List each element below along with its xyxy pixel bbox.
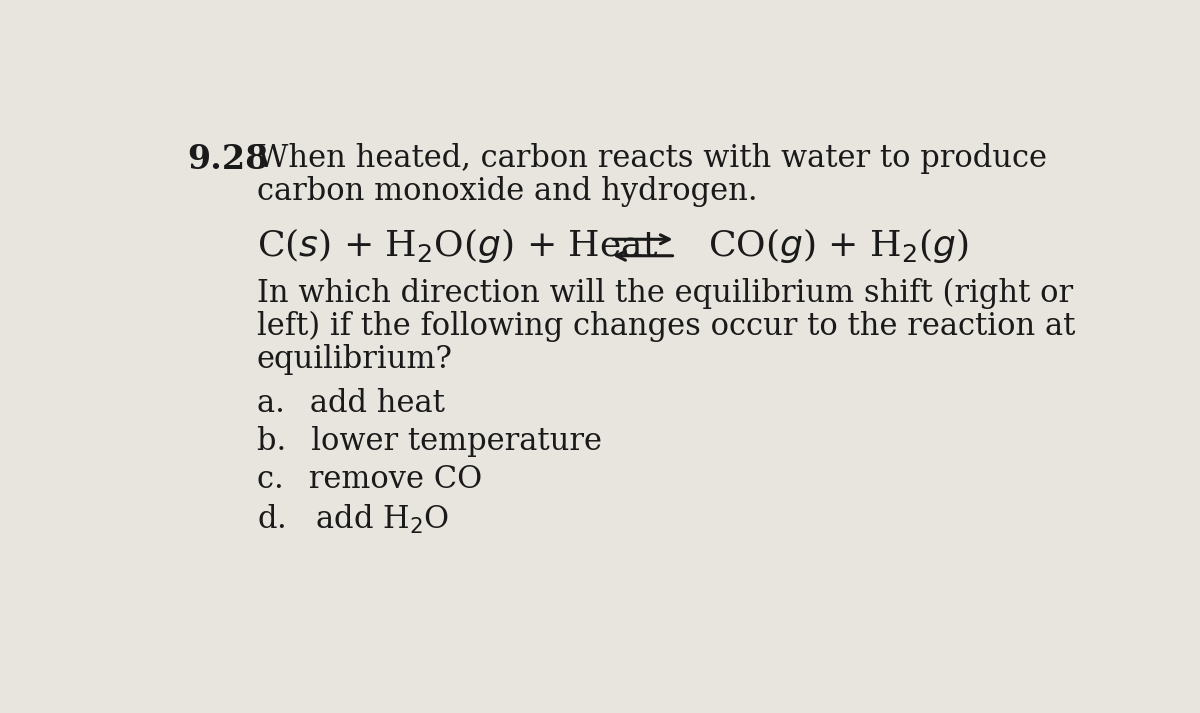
Text: equilibrium?: equilibrium? <box>257 344 452 374</box>
Text: left) if the following changes occur to the reaction at: left) if the following changes occur to … <box>257 311 1075 342</box>
Text: carbon monoxide and hydrogen.: carbon monoxide and hydrogen. <box>257 176 757 207</box>
Text: a.  add heat: a. add heat <box>257 388 445 419</box>
Text: 9.28: 9.28 <box>187 143 269 176</box>
Text: In which direction will the equilibrium shift (right or: In which direction will the equilibrium … <box>257 277 1073 309</box>
Text: C($s$) + H$_2$O($g$) + Heat: C($s$) + H$_2$O($g$) + Heat <box>257 225 659 265</box>
Text: When heated, carbon reacts with water to produce: When heated, carbon reacts with water to… <box>257 143 1046 174</box>
Text: b.  lower temperature: b. lower temperature <box>257 426 602 457</box>
Text: d.   add H$_2$O: d. add H$_2$O <box>257 503 449 536</box>
Text: CO($g$) + H$_2$($g$): CO($g$) + H$_2$($g$) <box>708 225 968 265</box>
Text: c.  remove CO: c. remove CO <box>257 464 482 496</box>
